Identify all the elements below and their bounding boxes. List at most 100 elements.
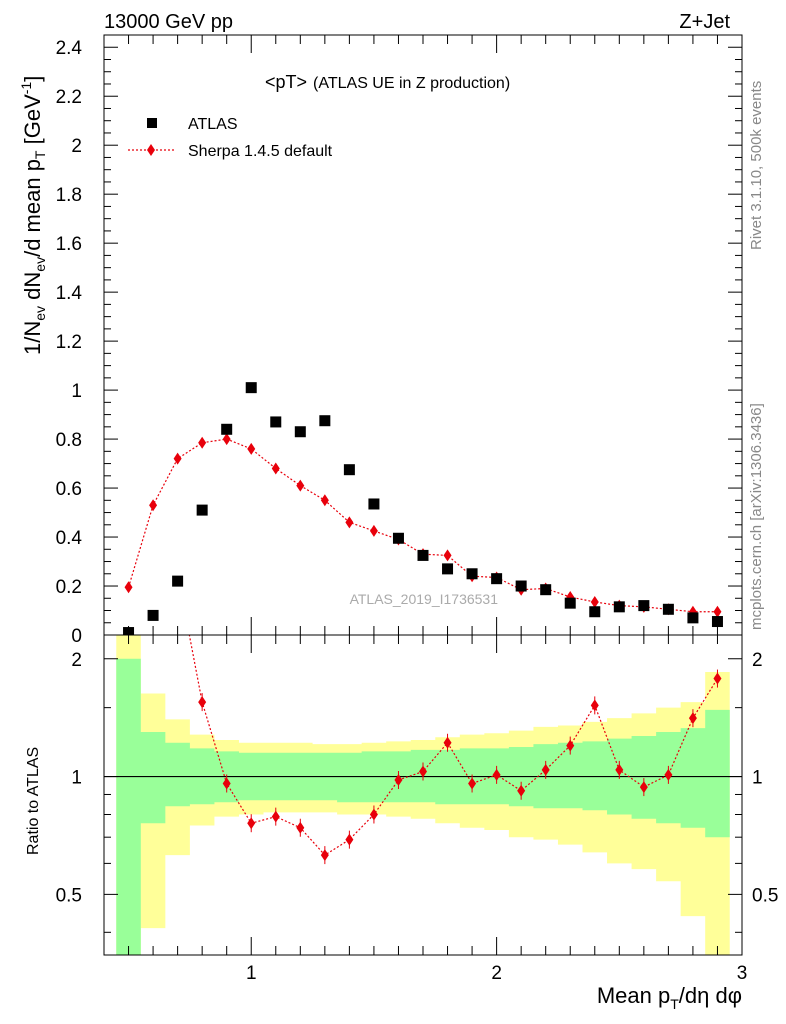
legend-sherpa-label: Sherpa 1.4.5 default [188,143,333,160]
ratio-sherpa-point [271,810,280,823]
sherpa-point [369,524,378,537]
atlas-point [687,612,699,624]
ratio-sherpa-point [345,833,354,846]
ratio-y-tick-label-right: 2 [752,650,763,671]
y-tick-label: 0.6 [56,479,82,500]
sherpa-line [127,438,718,613]
atlas-point [123,627,135,639]
atlas-point [515,580,527,592]
atlas-point [147,609,159,621]
atlas-point [245,382,257,394]
sherpa-point [222,433,231,446]
ratio-plot-panel: 0.5 0.5 1 1 2 2 1 2 3 [56,634,778,984]
ratio-clipped-group [104,635,742,955]
x-tick-label: 2 [491,963,502,984]
atlas-point [540,584,552,596]
ratio-sherpa-point [615,763,624,776]
atlas-point [270,416,282,428]
atlas-point [392,532,404,544]
ratio-sherpa-point [517,784,526,797]
watermark-label: ATLAS_2019_I1736531 [350,591,499,607]
ratio-sherpa-point [443,736,452,749]
atlas-point [442,563,454,575]
y-tick-label: 2.4 [56,38,83,59]
y-axis-title: 1/Nev dNev/d mean pT [GeV-1] [18,76,48,355]
atlas-point [417,549,429,561]
rivet-label: Rivet 3.1.10, 500k events [748,81,765,250]
atlas-point [368,498,380,510]
y-tick-label: 2.2 [56,87,82,108]
ratio-sherpa-point [198,696,207,709]
y-tick-label: 0.8 [56,430,82,451]
atlas-point [589,606,601,618]
atlas-point [172,575,184,587]
sherpa-point [173,452,182,465]
ratio-sherpa-point [492,768,501,781]
ratio-sherpa-point [320,849,329,862]
header-process: Z+Jet [679,11,730,33]
plot-title: <pT> (ATLAS UE in Z production) [265,72,510,92]
ratio-sherpa-point [688,712,697,725]
ratio-sherpa-point [468,777,477,790]
atlas-point [638,600,650,612]
sherpa-point [443,549,452,562]
ratio-sherpa-point [369,808,378,821]
ratio-y-tick-label-right: 0.5 [752,885,778,906]
legend-atlas-label: ATLAS [188,116,238,133]
atlas-point [294,426,306,438]
ratio-y-tick-label: 0.5 [56,885,82,906]
ratio-sherpa-point [590,699,599,712]
plot-title-sub: (ATLAS UE in Z production) [313,75,510,92]
ratio-sherpa-point [541,763,550,776]
x-axis-title: Mean pT/dη dφ [597,983,742,1012]
y-tick-label: 1 [71,381,82,402]
ratio-band-inner [116,658,730,955]
y-axis-title-text: 1/N [20,321,45,355]
ratio-y-tick-label: 2 [71,650,82,671]
atlas-point [221,423,233,435]
ratio-sherpa-point [639,781,648,794]
y-tick-label: 1.4 [56,283,83,304]
sherpa-point [296,479,305,492]
legend-atlas-marker [147,118,157,128]
atlas-point [196,504,208,516]
sherpa-point [271,462,280,475]
y-tick-label: 1.6 [56,234,82,255]
x-tick-label: 3 [737,963,748,984]
sherpa-point [345,516,354,529]
ratio-sherpa-point [566,739,575,752]
ratio-sherpa-point [247,817,256,830]
legend-sherpa-marker [147,144,155,156]
atlas-point [343,464,355,476]
sherpa-point [713,605,722,618]
y-tick-label: 1.2 [56,332,82,353]
sherpa-point [247,442,256,455]
atlas-point [711,616,723,628]
ratio-sherpa-point [419,765,427,778]
x-tick-label: 1 [246,963,257,984]
sherpa-point [590,595,599,608]
plot-title-main: <pT> [265,72,307,92]
ratio-y-tick-label: 1 [71,768,82,789]
ratio-sherpa-point [394,773,403,786]
y-tick-label: 0.4 [56,528,83,549]
ratio-sherpa-point [664,768,673,781]
sherpa-point [198,436,207,449]
sherpa-point [149,499,158,512]
atlas-point [613,601,625,613]
ratio-sherpa-point [222,777,231,790]
y-tick-label: 0 [71,626,82,647]
ratio-sherpa-point [713,672,722,685]
y-tick-label: 2 [71,136,82,157]
atlas-point [466,568,478,580]
sherpa-point [320,494,329,507]
ratio-y-tick-label-right: 1 [752,768,763,789]
y-tick-label: 1.8 [56,185,82,206]
header-energy: 13000 GeV pp [104,11,233,33]
mcplots-label: mcplots.cern.ch [arXiv:1306.3436] [748,403,765,630]
sherpa-point [124,581,133,594]
main-plot-panel: 0 0.2 0.4 0.6 0.8 1 1.2 1.4 1.6 1.8 2 2.2 2.4 [56,34,743,647]
y-tick-label: 0.2 [56,577,82,598]
ratio-y-axis-title: Ratio to ATLAS [25,747,42,855]
